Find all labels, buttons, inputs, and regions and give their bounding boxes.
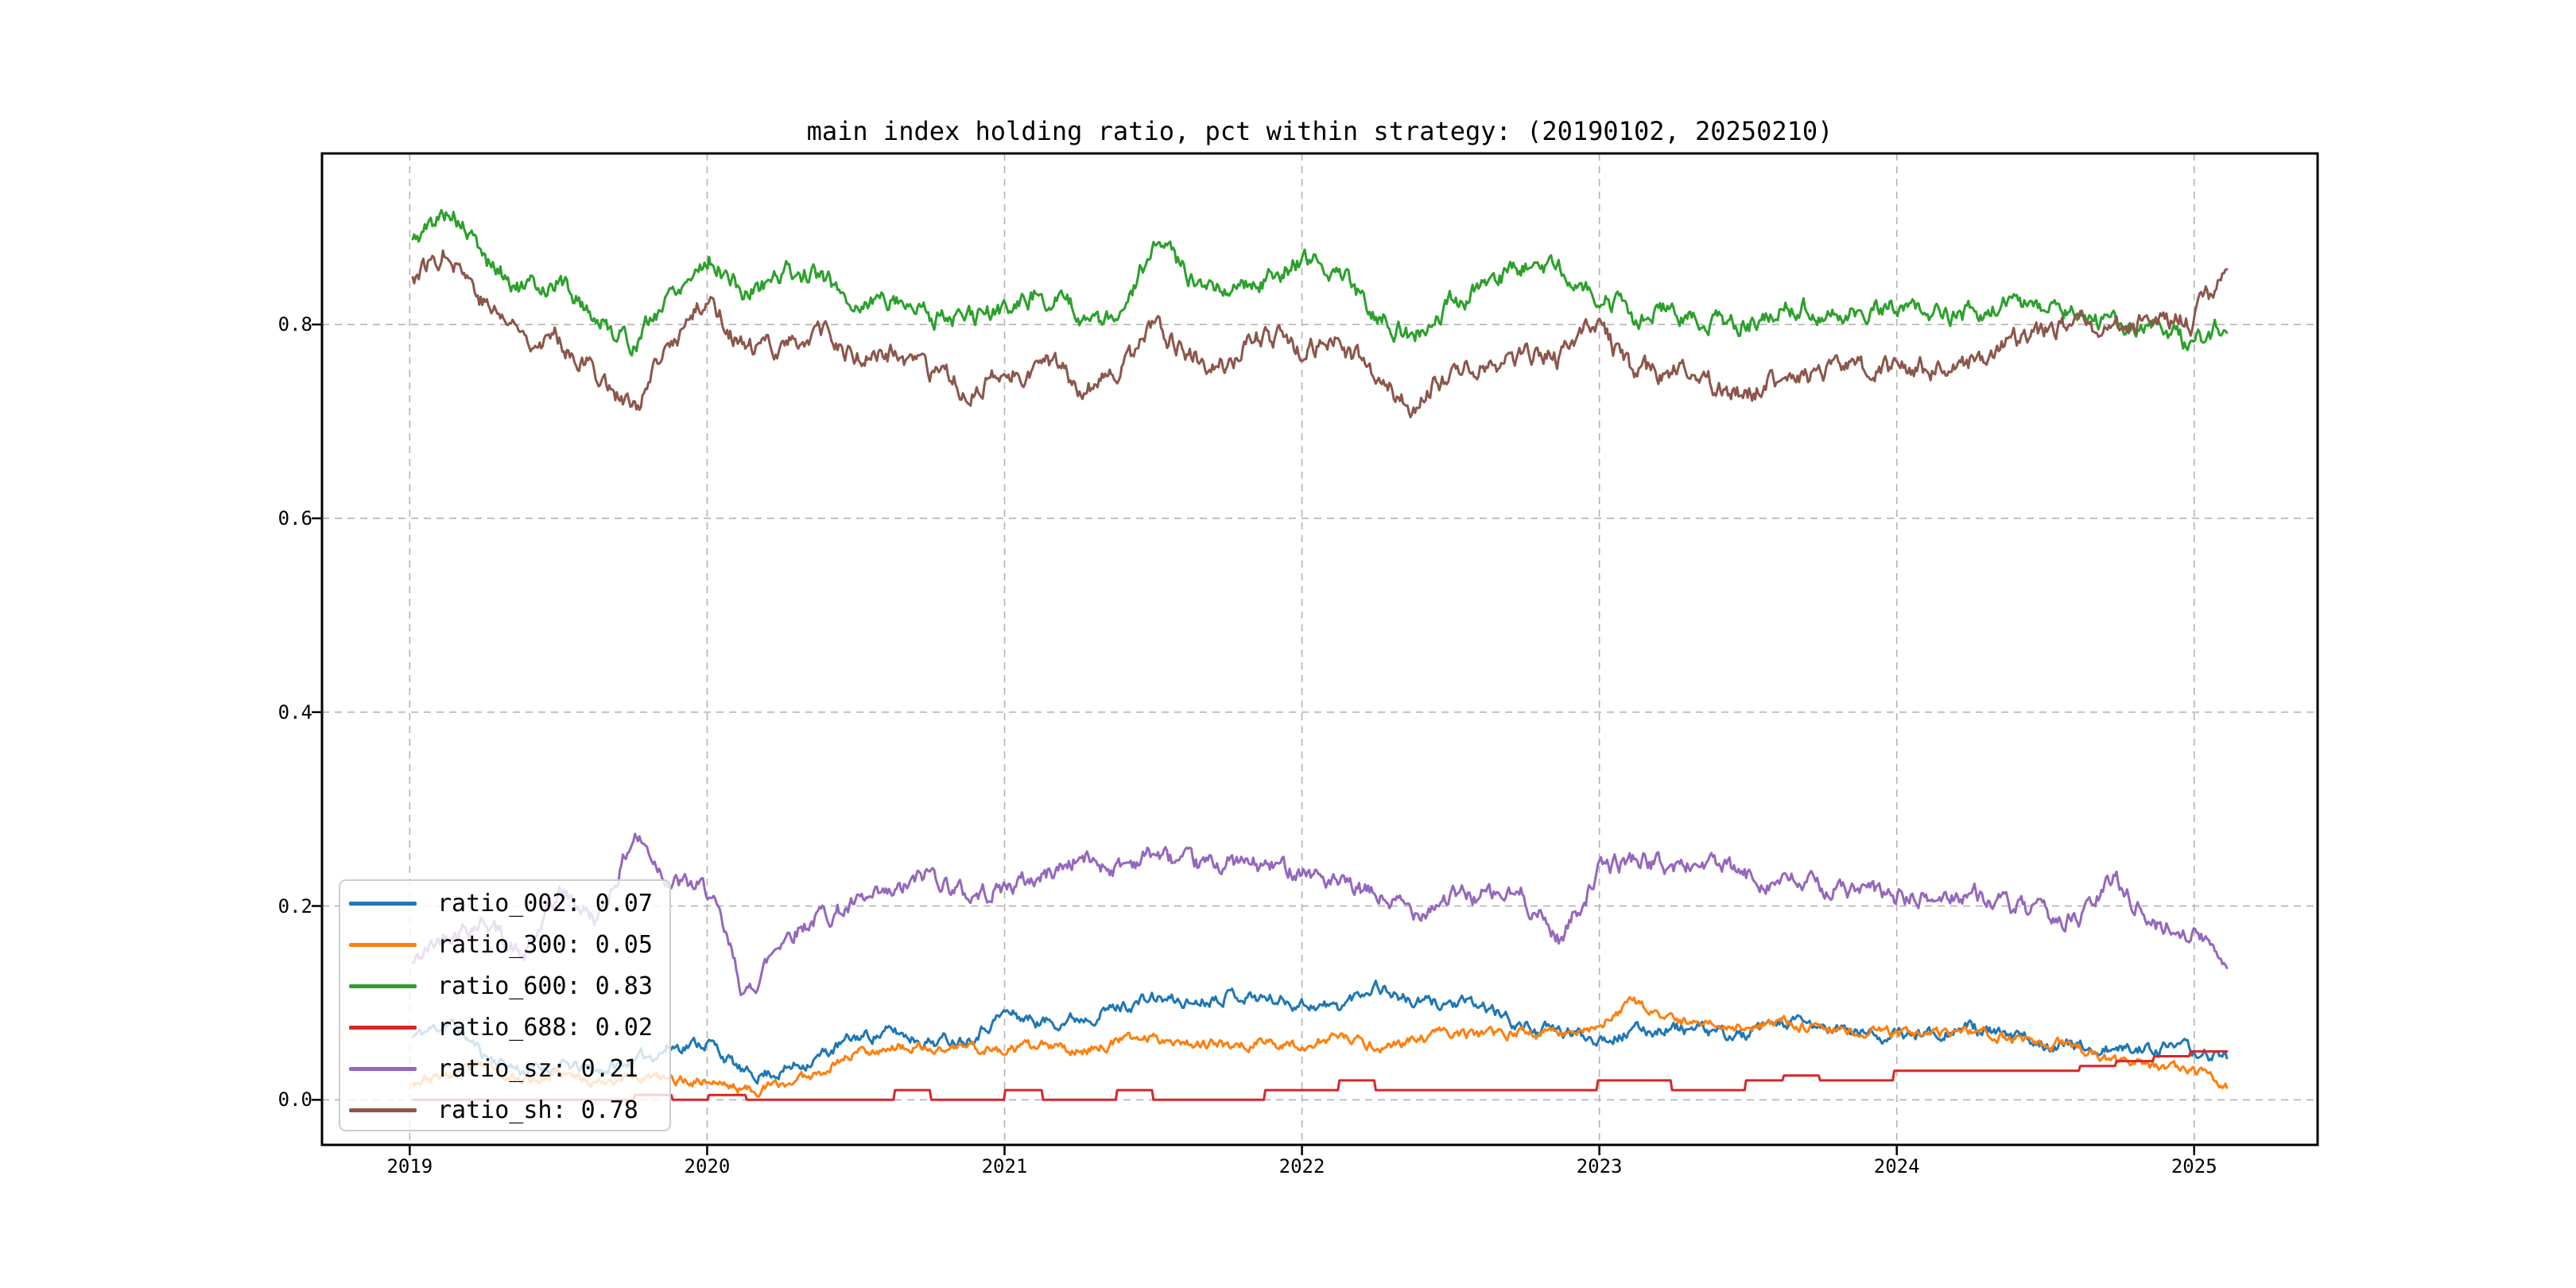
legend: ratio_002: 0.07 ratio_300: 0.05 ratio_600:… <box>339 879 671 1131</box>
x-tick-label: 2023 <box>1576 1155 1623 1177</box>
y-tick-label: 0.0 <box>277 1088 312 1111</box>
series-line-ratio_300 <box>411 995 2229 1098</box>
legend-swatch-ratio_300 <box>349 942 417 947</box>
legend-label: ratio_300: 0.05 <box>437 930 653 959</box>
legend-entry: ratio_600: 0.83 <box>340 965 669 1007</box>
y-tick-label: 0.4 <box>277 700 312 724</box>
y-tick-label: 0.2 <box>277 894 312 918</box>
chart-title: main index holding ratio, pct within str… <box>806 116 1833 146</box>
legend-entry: ratio_sh: 0.78 <box>340 1089 669 1131</box>
legend-label: ratio_sh: 0.78 <box>437 1096 638 1124</box>
x-tick-label: 2021 <box>981 1155 1028 1177</box>
x-tick-label: 2020 <box>684 1155 731 1177</box>
legend-swatch-ratio_002 <box>349 901 417 906</box>
x-tick-label: 2019 <box>386 1155 433 1177</box>
legend-entry: ratio_688: 0.02 <box>340 1007 669 1048</box>
legend-label: ratio_sz: 0.21 <box>437 1054 638 1083</box>
x-tick-label: 2024 <box>1873 1155 1920 1177</box>
series-line-ratio_002 <box>411 980 2229 1085</box>
legend-label: ratio_002: 0.07 <box>437 889 653 918</box>
series-line-ratio_600 <box>411 208 2229 357</box>
x-tick-label: 2025 <box>2171 1155 2217 1177</box>
legend-entry: ratio_300: 0.05 <box>340 924 669 965</box>
legend-label: ratio_600: 0.83 <box>437 972 653 1000</box>
y-tick-label: 0.6 <box>277 506 312 530</box>
legend-swatch-ratio_688 <box>349 1025 417 1030</box>
x-tick-label: 2022 <box>1278 1155 1325 1177</box>
plot-frame <box>320 152 2319 1146</box>
series-line-ratio_688 <box>411 1049 2229 1101</box>
y-tick-label: 0.8 <box>277 313 312 336</box>
legend-swatch-ratio_sz <box>349 1066 417 1071</box>
legend-swatch-ratio_600 <box>349 983 417 988</box>
series-line-ratio_sz <box>411 832 2229 997</box>
legend-entry: ratio_002: 0.07 <box>340 883 669 924</box>
series-line-ratio_sh <box>411 249 2229 419</box>
legend-swatch-ratio_sh <box>349 1108 417 1112</box>
legend-entry: ratio_sz: 0.21 <box>340 1048 669 1089</box>
legend-label: ratio_688: 0.02 <box>437 1013 653 1042</box>
